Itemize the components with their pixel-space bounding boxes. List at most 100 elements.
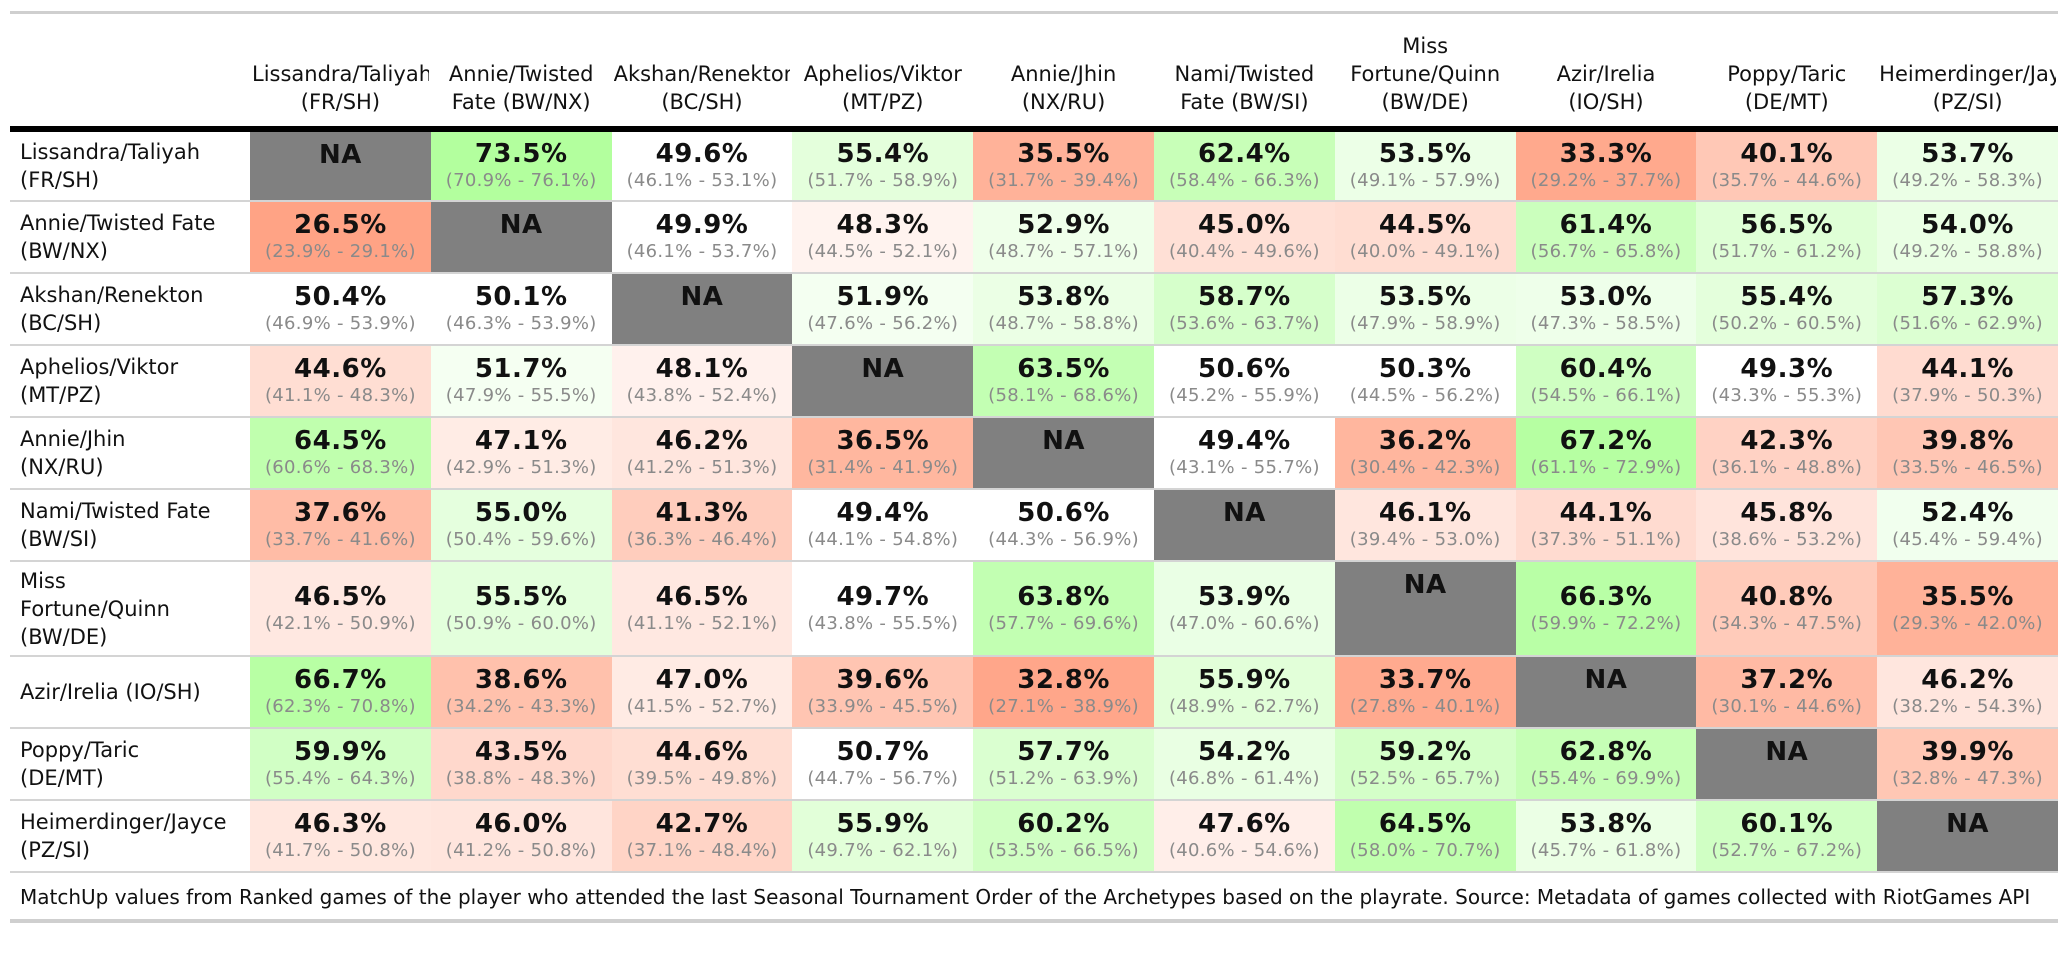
matchup-cell: 53.8% (45.7% - 61.8%): [1515, 800, 1697, 873]
winrate-value: 52.4%: [1921, 498, 2014, 528]
matchup-cell: 39.6% (33.9% - 45.5%): [792, 656, 974, 729]
winrate-value: 46.3%: [294, 809, 387, 839]
matchup-cell: 37.2% (30.1% - 44.6%): [1696, 656, 1878, 729]
matchup-cell: 46.0% (41.2% - 50.8%): [430, 800, 612, 873]
confidence-interval: (58.1% - 68.6%): [988, 385, 1140, 406]
row-header-miss-fortune-quinn-bw-de: Miss Fortune/Quinn (BW/DE): [10, 561, 250, 657]
winrate-value: 53.7%: [1921, 139, 2014, 169]
confidence-interval: (58.4% - 66.3%): [1168, 170, 1320, 191]
matchup-cell: 52.9% (48.7% - 57.1%): [973, 201, 1154, 274]
winrate-value: 73.5%: [474, 139, 568, 169]
confidence-interval: (36.3% - 46.4%): [626, 529, 778, 550]
matchup-cell: 48.1% (43.8% - 52.4%): [611, 345, 793, 418]
matchup-cell: 44.6% (41.1% - 48.3%): [250, 345, 431, 418]
matchup-cell: 44.1% (37.9% - 50.3%): [1877, 345, 2058, 418]
confidence-interval: (53.5% - 66.5%): [988, 840, 1140, 861]
confidence-interval: (46.8% - 61.4%): [1168, 768, 1320, 789]
column-header-annie-jhin-nx-ru: Annie/Jhin (NX/RU): [973, 14, 1154, 129]
confidence-interval: (31.7% - 39.4%): [988, 170, 1140, 191]
confidence-interval: (47.9% - 58.9%): [1349, 313, 1501, 334]
winrate-value: 49.3%: [1740, 354, 1834, 384]
confidence-interval: (52.7% - 67.2%): [1711, 840, 1863, 861]
matchup-cell: 40.1% (35.7% - 44.6%): [1696, 129, 1878, 202]
confidence-interval: (48.9% - 62.7%): [1168, 696, 1320, 717]
winrate-value: 64.5%: [1378, 809, 1472, 839]
winrate-value: 46.5%: [655, 581, 749, 612]
na-cell: NA: [1877, 800, 2058, 873]
column-header-akshan-renekton-bc-sh: Akshan/Renekton (BC/SH): [612, 14, 793, 129]
confidence-interval: (48.7% - 58.8%): [988, 313, 1140, 334]
confidence-interval: (40.0% - 49.1%): [1349, 241, 1501, 262]
column-header-line: Fate (BW/SI): [1180, 90, 1309, 114]
confidence-interval: (33.7% - 41.6%): [264, 529, 416, 550]
confidence-interval: (49.2% - 58.3%): [1892, 170, 2044, 191]
matchup-cell: 66.7% (62.3% - 70.8%): [250, 656, 431, 729]
matchup-cell: 49.6% (46.1% - 53.1%): [611, 129, 793, 202]
matchup-cell: 39.9% (32.8% - 47.3%): [1877, 728, 2058, 801]
matchup-cell: 50.7% (44.7% - 56.7%): [792, 728, 974, 801]
matchup-cell: 56.5% (51.7% - 61.2%): [1696, 201, 1878, 274]
row-header-line: (BC/SH): [20, 311, 102, 335]
row-header-line: (NX/RU): [20, 455, 104, 479]
matchup-cell: 60.2% (53.5% - 66.5%): [973, 800, 1154, 873]
table-row: Poppy/Taric (DE/MT) 59.9% (55.4% - 64.3%) 43…: [10, 728, 2058, 801]
na-cell: NA: [250, 129, 431, 202]
matchup-cell: 39.8% (33.5% - 46.5%): [1877, 417, 2058, 490]
column-header-azir-irelia-io-sh: Azir/Irelia (IO/SH): [1516, 14, 1697, 129]
confidence-interval: (29.3% - 42.0%): [1892, 612, 2044, 634]
confidence-interval: (51.2% - 63.9%): [988, 768, 1140, 789]
confidence-interval: (30.1% - 44.6%): [1711, 696, 1863, 717]
confidence-interval: (23.9% - 29.1%): [264, 241, 416, 262]
matchup-table: Lissandra/Taliyah (FR/SH) Annie/Twisted Fat…: [10, 14, 2058, 873]
table-body: Lissandra/Taliyah (FR/SH) NA 73.5% (70.9% - …: [10, 129, 2058, 873]
matchup-cell: 50.6% (45.2% - 55.9%): [1153, 345, 1335, 418]
winrate-value: 60.1%: [1740, 809, 1834, 839]
confidence-interval: (70.9% - 76.1%): [445, 170, 597, 191]
confidence-interval: (57.7% - 69.6%): [988, 612, 1140, 634]
winrate-value: 38.6%: [474, 665, 568, 695]
confidence-interval: (51.7% - 61.2%): [1711, 241, 1863, 262]
column-header-line: (DE/MT): [1744, 90, 1829, 114]
confidence-interval: (53.6% - 63.7%): [1168, 313, 1320, 334]
winrate-value: 39.8%: [1921, 426, 2014, 456]
matchup-cell: 42.7% (37.1% - 48.4%): [611, 800, 793, 873]
matchup-cell: 57.7% (51.2% - 63.9%): [973, 728, 1154, 801]
winrate-value: 53.5%: [1378, 282, 1472, 312]
column-header-line: Annie/Twisted: [448, 62, 594, 86]
confidence-interval: (41.1% - 52.1%): [626, 612, 778, 634]
row-header-line: (BW/SI): [20, 527, 98, 551]
confidence-interval: (51.6% - 62.9%): [1892, 313, 2044, 334]
matchup-cell: 43.5% (38.8% - 48.3%): [430, 728, 612, 801]
winrate-value: 64.5%: [294, 426, 387, 456]
confidence-interval: (46.1% - 53.7%): [626, 241, 778, 262]
confidence-interval: (47.0% - 60.6%): [1168, 612, 1320, 634]
matchup-cell: 60.4% (54.5% - 66.1%): [1515, 345, 1697, 418]
matchup-cell: 46.5% (42.1% - 50.9%): [250, 561, 431, 657]
matchup-cell: 53.9% (47.0% - 60.6%): [1153, 561, 1335, 657]
row-header-lissandra-taliyah-fr-sh: Lissandra/Taliyah (FR/SH): [10, 129, 250, 202]
row-header-poppy-taric-de-mt: Poppy/Taric (DE/MT): [10, 728, 250, 801]
header-row: Lissandra/Taliyah (FR/SH) Annie/Twisted Fat…: [10, 14, 2058, 129]
winrate-value: 45.8%: [1740, 498, 1834, 528]
winrate-value: 55.9%: [1198, 665, 1291, 695]
confidence-interval: (38.6% - 53.2%): [1711, 529, 1863, 550]
confidence-interval: (41.1% - 48.3%): [264, 385, 416, 406]
winrate-value: 55.5%: [474, 581, 568, 612]
confidence-interval: (29.2% - 37.7%): [1530, 170, 1682, 191]
confidence-interval: (41.5% - 52.7%): [626, 696, 778, 717]
matchup-cell: 35.5% (29.3% - 42.0%): [1877, 561, 2058, 657]
confidence-interval: (40.6% - 54.6%): [1168, 840, 1320, 861]
matchup-cell: 63.5% (58.1% - 68.6%): [973, 345, 1154, 418]
winrate-value: 41.3%: [655, 498, 749, 528]
winrate-value: 35.5%: [1921, 581, 2014, 612]
matchup-cell: 47.1% (42.9% - 51.3%): [430, 417, 612, 490]
winrate-value: 46.5%: [294, 581, 387, 612]
confidence-interval: (49.2% - 58.8%): [1892, 241, 2044, 262]
matchup-cell: 55.0% (50.4% - 59.6%): [430, 489, 612, 562]
matchup-cell: 62.4% (58.4% - 66.3%): [1153, 129, 1335, 202]
column-header-line: (MT/PZ): [842, 90, 924, 114]
column-header-line: Fortune/Quinn: [1350, 62, 1501, 86]
confidence-interval: (44.5% - 56.2%): [1349, 385, 1501, 406]
confidence-interval: (42.9% - 51.3%): [445, 457, 597, 478]
winrate-value: 45.0%: [1198, 210, 1291, 240]
